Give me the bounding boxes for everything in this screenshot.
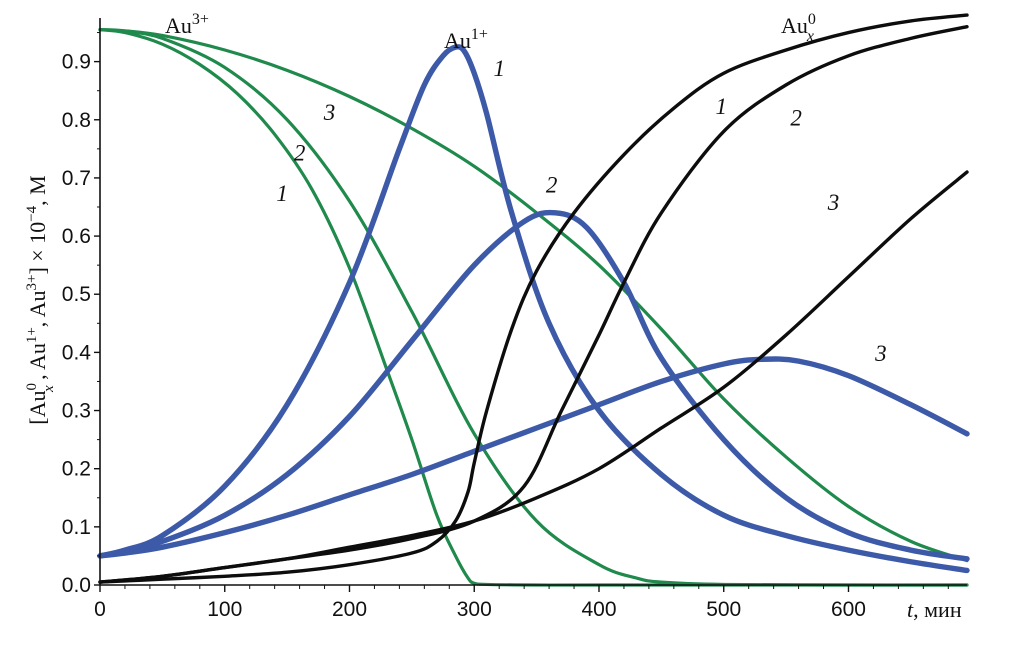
curve-number-label: 1 [276, 181, 288, 206]
y-tick-label: 0.6 [62, 225, 91, 248]
y-tick-label: 0.0 [62, 574, 91, 597]
curve-number-label: 1 [493, 56, 505, 81]
curve-number-label: 1 [715, 94, 727, 119]
y-tick-label: 0.1 [62, 516, 91, 539]
y-tick-label: 0.9 [62, 51, 91, 74]
species-labels: Au3+ Au1+ Au0 x [165, 11, 816, 53]
x-tick-label: 400 [581, 598, 616, 621]
series-line-au0-3 [98, 170, 969, 584]
x-tick-label: 500 [706, 598, 741, 621]
x-axis-title: t, мин [907, 597, 962, 622]
series-line-au3-2 [98, 28, 969, 587]
curve-number-label: 3 [874, 341, 887, 366]
series-line-au0-1 [98, 13, 969, 584]
curve-number-label: 3 [827, 190, 840, 215]
y-tick-label: 0.3 [62, 400, 91, 423]
species-label: Au0 x [781, 11, 816, 45]
chart-axes [99, 18, 967, 586]
species-label: Au1+ [444, 26, 488, 53]
curve-number-label: 2 [790, 106, 802, 131]
y-tick-label: 0.8 [62, 109, 91, 132]
curve-number-label: 2 [294, 140, 306, 165]
y-axis-title: [Au0x , Au1+, Au3+] × 10−4, М [24, 175, 57, 424]
x-tick-label: 100 [207, 598, 242, 621]
series-line-au3-1 [98, 28, 969, 587]
series-line-au1-3 [97, 356, 970, 559]
curve-number-label: 3 [323, 100, 336, 125]
series-line-au3-3 [98, 28, 969, 563]
x-tick-label: 200 [332, 598, 367, 621]
y-tick-label: 0.7 [62, 167, 91, 190]
curve-number-label: 2 [546, 172, 558, 197]
species-label: Au3+ [165, 11, 209, 38]
y-tick-label: 0.2 [62, 458, 91, 481]
x-tick-label: 600 [831, 598, 866, 621]
chart-ticks: 0 100 200 300 400 500 600 0.0 0.1 0.2 0.3 0.4 0.5 0.6… [62, 32, 949, 621]
series-line-au1-1 [97, 44, 970, 574]
x-tick-label: 0 [94, 598, 106, 621]
chart-curves [97, 13, 970, 587]
y-tick-label: 0.4 [62, 341, 92, 364]
x-tick-label: 300 [457, 598, 492, 621]
y-tick-label: 0.5 [62, 283, 91, 306]
series-line-au1-2 [97, 209, 970, 562]
